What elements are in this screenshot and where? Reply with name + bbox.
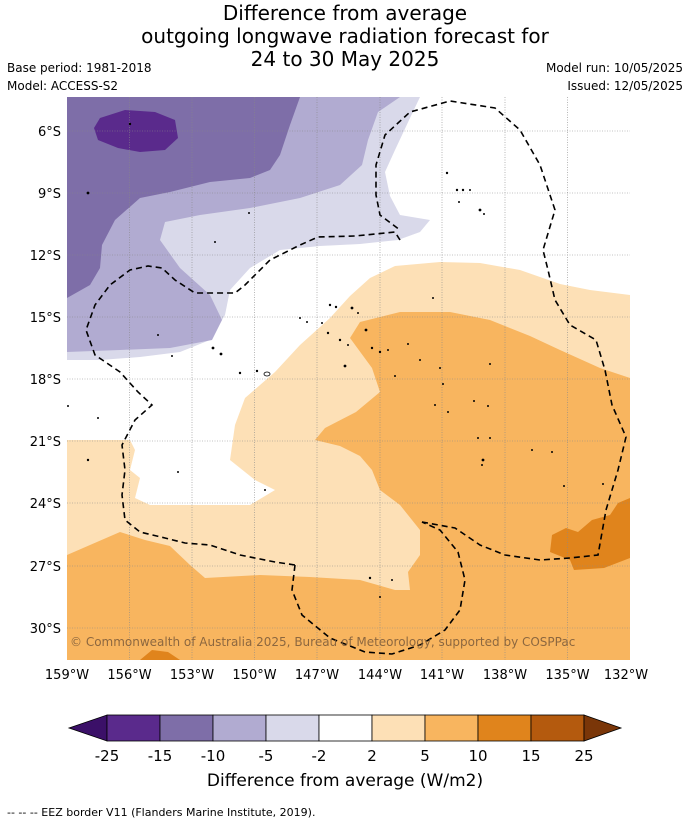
- chart-title: Difference from average outgoing longwav…: [0, 2, 690, 71]
- colorbar-tick: 25: [574, 747, 593, 765]
- meta-right: Model run: 10/05/2025 Issued: 12/05/2025: [546, 59, 683, 95]
- eez-footer-note: -- -- -- EEZ border V11 (Flanders Marine…: [7, 806, 316, 819]
- lon-label: 153°W: [170, 668, 214, 683]
- anomaly-pos10-region-south: [140, 650, 180, 660]
- anomaly-pos5-region: [67, 312, 630, 660]
- latitude-axis: 6°S 9°S 12°S 15°S 18°S 21°S 24°S 27°S 30…: [30, 125, 61, 637]
- colorbar: [67, 714, 623, 742]
- lon-label: 159°W: [45, 668, 89, 683]
- map-plot-area: © Commonwealth of Australia 2025, Bureau…: [67, 97, 630, 660]
- anomaly-neg15-region: [94, 110, 178, 152]
- map-copyright: © Commonwealth of Australia 2025, Bureau…: [70, 635, 575, 649]
- lat-label: 21°S: [30, 435, 61, 450]
- colorbar-label: Difference from average (W/m2): [206, 771, 484, 791]
- colorbar-extend-low: [67, 714, 108, 742]
- lat-label: 24°S: [30, 497, 61, 512]
- colorbar-tick: 15: [521, 747, 540, 765]
- title-line-1: Difference from average: [222, 1, 468, 25]
- longitude-axis: 159°W 156°W 153°W 150°W 147°W 144°W 141°…: [45, 668, 648, 683]
- colorbar-tick: -10: [201, 747, 226, 765]
- colorbar-tick: -25: [95, 747, 120, 765]
- lon-label: 150°W: [232, 668, 276, 683]
- colorbar-ticks: -25 -15 -10 -5 -2 2 5 10 15 25: [95, 747, 594, 765]
- lat-label: 12°S: [30, 249, 61, 264]
- lon-label: 147°W: [295, 668, 339, 683]
- lat-label: 15°S: [30, 311, 61, 326]
- eez-borders: [85, 100, 627, 655]
- model-run-date: Model run: 10/05/2025: [545, 61, 683, 75]
- colorbar-tick: -15: [148, 747, 173, 765]
- model-name: Model: ACCESS-S2: [7, 79, 119, 93]
- title-line-3: 24 to 30 May 2025: [250, 47, 440, 71]
- lon-label: 144°W: [358, 668, 402, 683]
- lon-label: 156°W: [107, 668, 151, 683]
- lon-label: 132°W: [604, 668, 648, 683]
- issued-date: Issued: 12/05/2025: [567, 79, 683, 93]
- colorbar-tick: -2: [312, 747, 327, 765]
- colorbar-tick: 10: [468, 747, 487, 765]
- colorbar-tick: -5: [259, 747, 274, 765]
- lat-label: 9°S: [38, 187, 61, 202]
- lat-label: 30°S: [30, 622, 61, 637]
- title-line-2: outgoing longwave radiation forecast for: [141, 24, 549, 48]
- lat-label: 18°S: [30, 373, 61, 388]
- meta-left: Base period: 1981-2018 Model: ACCESS-S2: [7, 59, 152, 95]
- colorbar-tick: 5: [420, 747, 430, 765]
- lon-label: 135°W: [545, 668, 589, 683]
- islands: [67, 122, 604, 598]
- lat-label: 6°S: [38, 125, 61, 140]
- colorbar-tick: 2: [367, 747, 377, 765]
- lat-label: 27°S: [30, 560, 61, 575]
- lon-label: 141°W: [420, 668, 464, 683]
- colorbar-extend-high: [583, 714, 623, 742]
- anomaly-pos10-region: [550, 498, 630, 570]
- lon-label: 138°W: [483, 668, 527, 683]
- base-period: Base period: 1981-2018: [7, 61, 152, 75]
